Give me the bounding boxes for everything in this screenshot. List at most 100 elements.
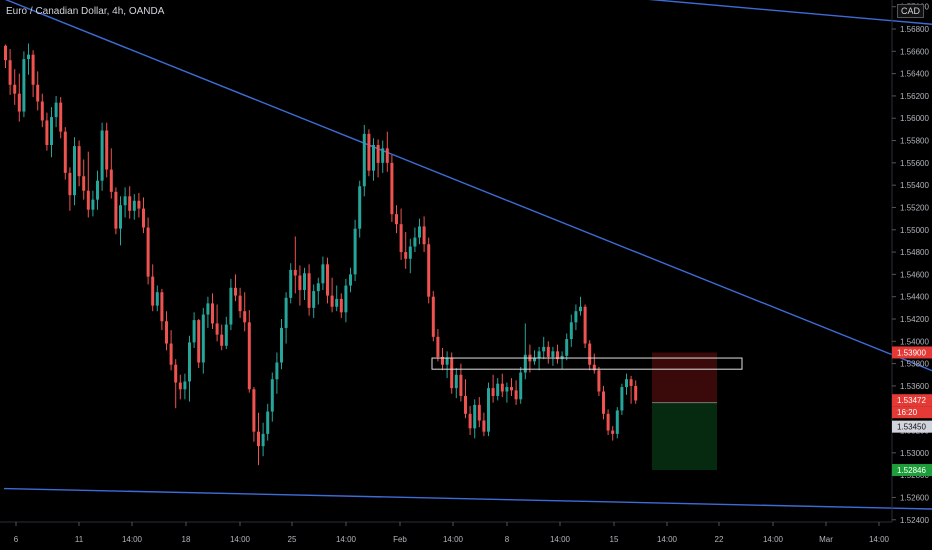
- candle-body: [229, 287, 233, 325]
- candle: [77, 140, 81, 187]
- trendline-2[interactable]: [643, 0, 932, 36]
- time-tick-label: 14:00: [230, 535, 251, 544]
- candle-body: [454, 374, 458, 389]
- price-tick-label: 1.55800: [900, 137, 929, 146]
- candle-body: [500, 383, 504, 392]
- candle: [307, 264, 311, 316]
- candle: [450, 352, 454, 394]
- candle-body: [224, 324, 228, 346]
- candle-body: [533, 358, 536, 362]
- candle-body: [510, 387, 513, 391]
- candle-body: [551, 351, 555, 357]
- candle-body: [606, 413, 610, 431]
- candle-body: [620, 387, 624, 411]
- price-tick-label: 1.56600: [900, 47, 929, 56]
- candle: [335, 285, 339, 312]
- time-tick-label: 14:00: [763, 535, 784, 544]
- candle: [372, 138, 375, 181]
- price-tick-label: 1.52400: [900, 516, 929, 525]
- candle: [431, 291, 435, 342]
- candle: [40, 93, 44, 128]
- candle-body: [450, 358, 454, 389]
- candle-body: [569, 322, 573, 340]
- candle: [427, 237, 431, 304]
- candle-body: [312, 291, 316, 308]
- candle-body: [597, 370, 601, 392]
- candle: [229, 278, 233, 331]
- price-tick-label: 1.54200: [900, 315, 929, 324]
- resistance-zone[interactable]: [431, 357, 743, 370]
- candle: [615, 407, 619, 439]
- price-tick-label: 1.53000: [900, 449, 929, 458]
- candle: [330, 277, 334, 313]
- candle: [137, 192, 141, 218]
- candle-body: [36, 84, 40, 102]
- candle-body: [160, 292, 164, 322]
- trendlines[interactable]: [3, 0, 932, 511]
- candle-body: [537, 351, 541, 359]
- candle: [284, 292, 288, 344]
- candle: [243, 292, 247, 332]
- zone-rectangle[interactable]: [431, 357, 743, 370]
- candle: [63, 127, 67, 180]
- candle: [36, 71, 40, 111]
- time-tick-label: 14:00: [336, 535, 357, 544]
- candle: [247, 310, 251, 393]
- candle: [574, 304, 578, 331]
- candle: [289, 263, 293, 304]
- candle: [611, 426, 615, 441]
- price-tick-label: 1.53800: [900, 360, 929, 369]
- candle: [385, 131, 389, 172]
- candle: [13, 69, 17, 105]
- candle-body: [86, 190, 90, 210]
- candle: [238, 287, 242, 318]
- time-tick-label: 15: [610, 535, 619, 544]
- candle-body: [422, 226, 426, 245]
- candle: [533, 350, 536, 365]
- candle: [321, 256, 325, 290]
- candle: [22, 51, 26, 118]
- candle: [128, 186, 132, 219]
- candle-body: [468, 413, 472, 429]
- trendline-3[interactable]: [3, 487, 932, 511]
- candle-body: [82, 176, 86, 191]
- price-tick-label: 1.54400: [900, 293, 929, 302]
- candle: [376, 139, 380, 178]
- candle-body: [546, 346, 550, 357]
- candle: [349, 267, 352, 293]
- trendline-1[interactable]: [4, 0, 932, 423]
- candle: [418, 218, 421, 245]
- candle-body: [496, 383, 500, 396]
- candle: [546, 341, 550, 364]
- price-badge-label: 1.53900: [897, 348, 926, 357]
- candle-body: [8, 60, 12, 85]
- candle: [551, 346, 555, 366]
- candle-body: [326, 264, 329, 296]
- candle-body: [211, 303, 214, 324]
- candle: [114, 187, 118, 235]
- candle-body: [4, 45, 7, 61]
- stop-loss-zone: [652, 352, 717, 403]
- candle-body: [284, 297, 288, 328]
- currency-button[interactable]: CAD: [896, 4, 924, 18]
- candle-body: [592, 364, 596, 371]
- candle: [491, 374, 495, 403]
- candle-body: [13, 84, 17, 94]
- time-axis[interactable]: 6 11 14:00 18 14:00 25 14:00 Feb 14:00 8 14:00 15 14…: [0, 521, 892, 544]
- time-tick-label: 22: [715, 535, 724, 544]
- time-tick-label: 6: [14, 535, 19, 544]
- candle-body: [119, 205, 122, 229]
- candle: [257, 412, 260, 466]
- candle: [266, 403, 270, 441]
- candle-body: [123, 196, 127, 206]
- candle: [59, 97, 63, 139]
- candle: [105, 122, 109, 178]
- candle: [399, 208, 403, 260]
- candle-body: [197, 320, 201, 363]
- price-axis[interactable]: 1.570001.568001.566001.564001.562001.560…: [891, 0, 932, 525]
- candle: [8, 49, 12, 95]
- candle: [542, 336, 546, 360]
- candle: [211, 293, 214, 330]
- candle: [82, 159, 86, 200]
